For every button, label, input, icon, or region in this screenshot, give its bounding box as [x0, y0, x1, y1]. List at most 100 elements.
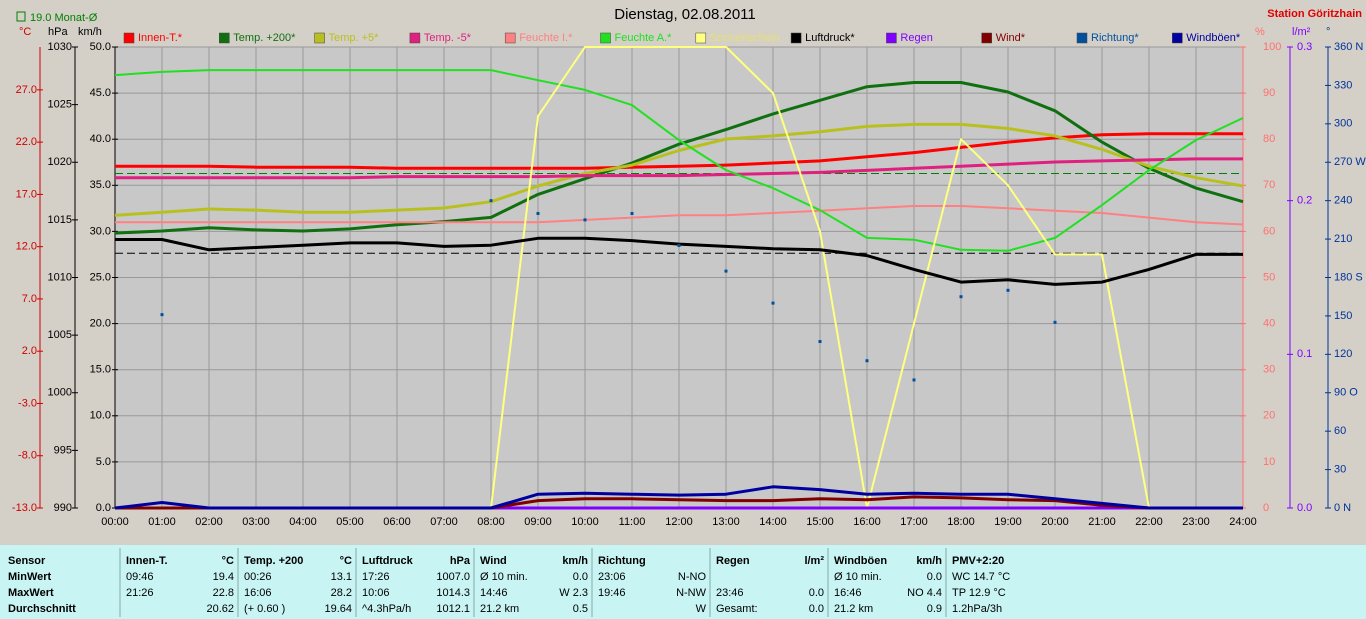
- table-cell: 17:26: [362, 571, 390, 583]
- table-cell: 20.62: [206, 603, 234, 615]
- y-tick-label: -13.0: [12, 502, 37, 514]
- x-tick-label: 14:00: [759, 516, 787, 528]
- y-tick-label: 80: [1263, 133, 1275, 145]
- y-tick-label: 0.3: [1297, 41, 1312, 53]
- table-cell: 22.8: [213, 587, 234, 599]
- y-tick-label: 270 W: [1334, 156, 1366, 168]
- marker: [630, 211, 634, 215]
- y-tick-label: 90 O: [1334, 387, 1358, 399]
- axis-unit: l/m²: [1292, 26, 1311, 38]
- y-tick-label: 7.0: [22, 293, 37, 305]
- y-tick-label: 30: [1334, 463, 1346, 475]
- y-tick-label: 1020: [48, 156, 72, 168]
- table-cell: 16:06: [244, 587, 272, 599]
- y-tick-label: 10.0: [90, 410, 111, 422]
- y-tick-label: 1000: [48, 387, 72, 399]
- table-cell: 21.2 km: [834, 603, 873, 615]
- y-tick-label: 100: [1263, 41, 1281, 53]
- table-cell: Durchschnitt: [8, 603, 76, 615]
- x-tick-label: 22:00: [1135, 516, 1163, 528]
- y-tick-label: 1015: [48, 214, 72, 226]
- legend-swatch: [314, 32, 325, 44]
- axis-unit: %: [1255, 26, 1265, 38]
- y-tick-label: 90: [1263, 87, 1275, 99]
- table-cell: 1012.1: [436, 603, 470, 615]
- table-cell: 0.0: [809, 587, 824, 599]
- legend-swatch: [1172, 32, 1183, 44]
- table-cell: 23:46: [716, 587, 744, 599]
- table-cell: (+ 0.60 ): [244, 603, 285, 615]
- table-cell: Gesamt:: [716, 603, 758, 615]
- table-cell: 21:26: [126, 587, 154, 599]
- y-tick-label: 990: [54, 502, 72, 514]
- table-cell: 23:06: [598, 571, 626, 583]
- y-tick-label: 150: [1334, 310, 1352, 322]
- table-cell: 16:46: [834, 587, 862, 599]
- x-tick-label: 10:00: [571, 516, 599, 528]
- table-cell: 21.2 km: [480, 603, 519, 615]
- x-tick-label: 00:00: [101, 516, 129, 528]
- axis-unit: °C: [19, 26, 31, 38]
- table-cell: TP 12.9 °C: [952, 587, 1006, 599]
- y-tick-label: 70: [1263, 179, 1275, 191]
- y-tick-label: 330: [1334, 79, 1352, 91]
- x-tick-label: 17:00: [900, 516, 928, 528]
- marker: [536, 211, 540, 215]
- x-tick-label: 21:00: [1088, 516, 1116, 528]
- table-cell: PMV+2:20: [952, 555, 1004, 567]
- axis-unit: hPa: [48, 26, 68, 38]
- series-line: [114, 122, 1244, 217]
- legend-swatch: [123, 32, 135, 44]
- legend-label: Sonnenschein: [710, 32, 780, 44]
- series-line: [114, 485, 1243, 510]
- y-tick-label: 40.0: [90, 133, 111, 145]
- avg-icon: [16, 11, 26, 22]
- y-tick-label: -8.0: [18, 450, 37, 462]
- y-tick-label: 30: [1263, 364, 1275, 376]
- y-tick-label: 25.0: [90, 271, 111, 283]
- legend-label: Feuchte I.*: [519, 32, 573, 44]
- table-cell: ^4.3hPa/h: [362, 603, 411, 615]
- x-tick-label: 04:00: [289, 516, 317, 528]
- y-tick-label: 0: [1263, 502, 1269, 514]
- table-cell: Wind: [480, 555, 507, 567]
- table-cell: 10:06: [362, 587, 390, 599]
- y-tick-label: 12.0: [16, 241, 37, 253]
- legend-swatch: [409, 32, 421, 44]
- marker: [959, 295, 963, 299]
- legend-swatch: [695, 32, 707, 44]
- y-tick-label: 2.0: [22, 345, 37, 357]
- x-tick-label: 08:00: [477, 516, 505, 528]
- y-tick-label: 1030: [48, 41, 72, 53]
- series-line: [115, 157, 1243, 180]
- x-tick-label: 07:00: [430, 516, 458, 528]
- y-tick-label: 300: [1334, 118, 1352, 130]
- y-tick-label: 40: [1263, 318, 1275, 330]
- legend-label: Innen-T.*: [138, 32, 183, 44]
- legend-label: Windböen*: [1186, 32, 1241, 44]
- marker: [1006, 288, 1010, 292]
- x-tick-label: 03:00: [242, 516, 270, 528]
- marker: [771, 301, 775, 305]
- y-tick-label: 210: [1334, 233, 1352, 245]
- table-cell: Luftdruck: [362, 555, 414, 567]
- series-line: [114, 69, 1244, 252]
- axis-unit: °: [1326, 26, 1330, 38]
- legend-label: Feuchte A.*: [615, 32, 673, 44]
- table-cell: MinWert: [8, 571, 52, 583]
- table-cell: km/h: [562, 555, 588, 567]
- legend-swatch: [504, 32, 516, 44]
- marker: [724, 269, 728, 273]
- y-tick-label: 240: [1334, 195, 1352, 207]
- x-tick-label: 05:00: [336, 516, 364, 528]
- x-tick-label: 24:00: [1229, 516, 1257, 528]
- marker: [677, 243, 681, 247]
- legend-label: Temp. +200*: [233, 32, 296, 44]
- table-cell: 19.4: [213, 571, 234, 583]
- table-cell: 09:46: [126, 571, 154, 583]
- table-cell: 0.0: [809, 603, 824, 615]
- y-tick-label: 1025: [48, 99, 72, 111]
- table-cell: W: [696, 603, 707, 615]
- y-tick-label: 30.0: [90, 225, 111, 237]
